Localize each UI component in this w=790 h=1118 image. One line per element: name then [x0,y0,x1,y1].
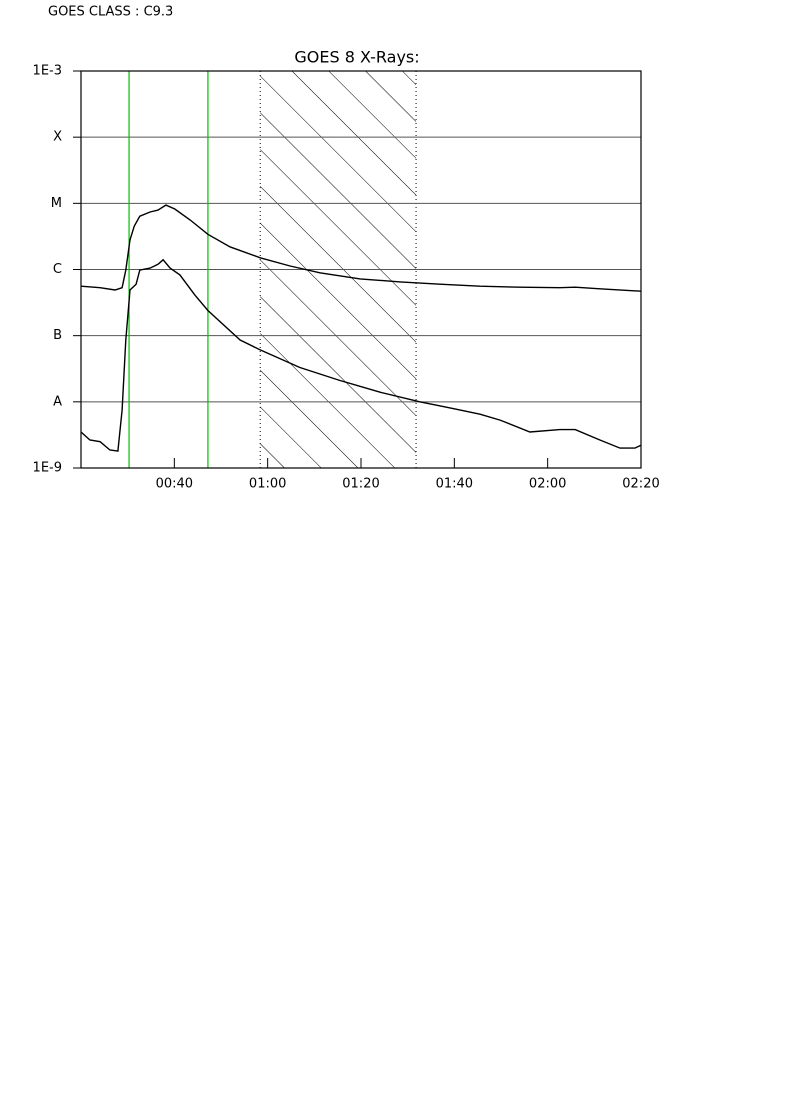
x-tick-label: 02:20 [622,477,659,492]
x-tick-label: 00:40 [156,477,193,492]
chart-title: GOES 8 X-Rays: [294,48,419,67]
y-tick-label: B [53,328,62,343]
y-tick-label: 1E-9 [33,461,62,476]
y-tick-label: A [53,394,62,409]
plot-frame [80,70,642,469]
series-line [80,204,642,292]
x-tick-label: 01:40 [436,477,473,492]
y-tick-label: C [53,262,62,277]
goes-class: GOES CLASS : C9.3 [48,5,173,20]
y-tick-label: 1E-3 [33,64,62,79]
x-tick-label: 01:00 [249,477,286,492]
x-tick-label: 01:20 [342,477,379,492]
series-line [80,258,642,452]
y-tick-label: X [53,130,62,145]
x-tick-label: 02:00 [529,477,566,492]
y-tick-label: M [51,196,62,211]
